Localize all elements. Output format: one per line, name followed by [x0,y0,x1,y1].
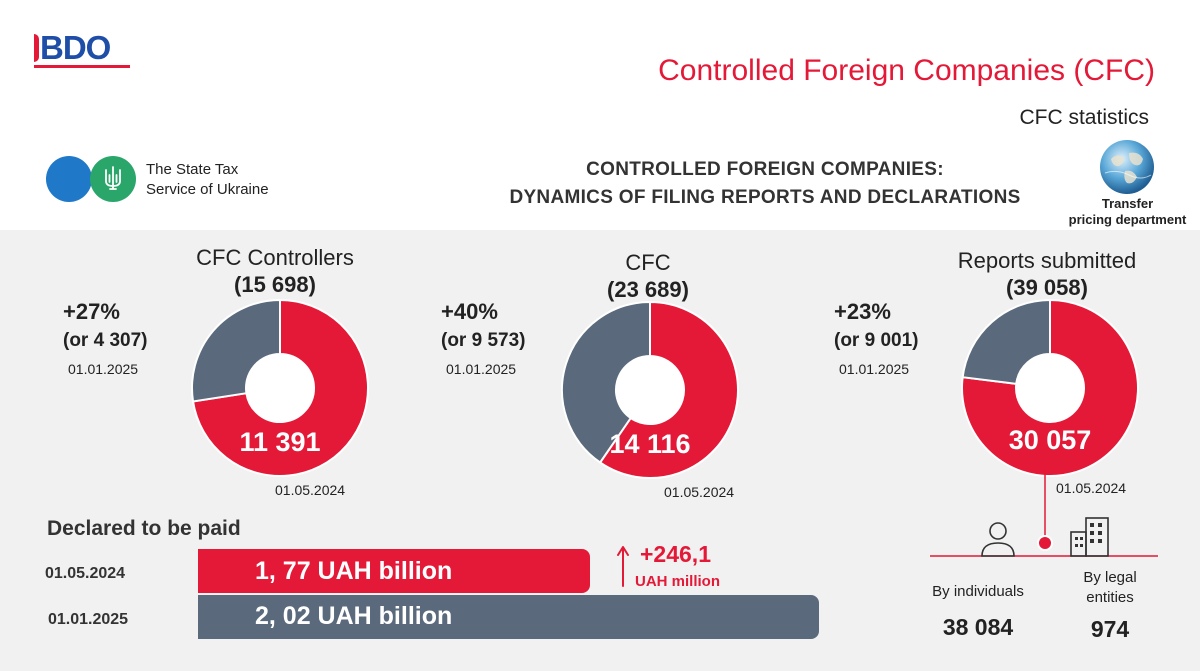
growth-absolute: (or 4 307) [63,330,148,351]
globe-icon [1100,140,1154,194]
chart-total: (39 058) [1006,275,1088,300]
declared-increase: +246,1 [640,541,711,567]
agency-name-line1: The State Tax [146,161,239,178]
declared-bar-2024 [198,549,590,593]
declared-row-date: 01.01.2025 [48,611,129,628]
by-individuals-label: By individuals [932,583,1024,600]
base-date: 01.05.2024 [1056,480,1127,496]
page-title: Controlled Foreign Companies (CFC) [658,54,1155,87]
donut-chart-reports [961,298,1139,477]
person-icon [981,522,1015,557]
growth-date: 01.01.2025 [68,361,139,377]
by-legal-value: 974 [1090,616,1130,642]
agency-blue-circle [46,156,92,202]
chart-total: (23 689) [607,277,689,302]
section-title-line2: DYNAMICS OF FILING REPORTS AND DECLARATI… [509,187,1021,208]
donut-segment-base [191,298,369,477]
breakdown-connector [930,470,1158,557]
base-value: 30 057 [1008,425,1092,455]
buildings-icon [1070,517,1109,557]
up-arrow-icon [617,546,629,587]
growth-percent: +27% [63,299,120,324]
donut-chart-controllers [191,298,369,477]
growth-absolute: (or 9 001) [834,330,919,351]
section-title-line1: CONTROLLED FOREIGN COMPANIES: [586,159,944,180]
declared-increase-unit: UAH million [635,573,720,590]
by-legal-label-line2: entities [1086,589,1134,606]
growth-date: 01.01.2025 [446,361,517,377]
logo-accent-bar [34,34,39,62]
agency-name-line2: Service of Ukraine [146,181,269,198]
growth-percent: +23% [834,299,891,324]
agency-logo: The State Tax Service of Ukraine [40,140,310,220]
declared-bar-2025 [198,595,819,639]
donut-hole [246,354,314,422]
department-name: Transfer pricing department [1060,196,1195,228]
chart-total: (15 698) [234,272,316,297]
bdo-logo: BDO [34,30,130,70]
donut-chart-cfc [561,300,739,479]
declared-bar-label: 1, 77 UAH billion [255,557,453,585]
chart-title: CFC Controllers [196,245,354,270]
logo-text: BDO [40,29,111,66]
base-value: 14 116 [609,429,691,459]
chart-title: CFC [625,250,671,275]
agency-name: The State Tax Service of Ukraine [146,160,269,200]
base-date: 01.05.2024 [664,484,735,500]
growth-percent: +40% [441,299,498,324]
base-value: 11 391 [239,427,321,457]
by-legal-label: By legal entities [1060,568,1160,608]
department-line1: Transfer [1101,196,1154,211]
logo-underline [34,65,130,68]
page-subtitle: CFC statistics [1019,106,1149,129]
declared-title: Declared to be paid [47,517,241,540]
department-line2: pricing department [1068,212,1187,227]
declared-row-date: 01.05.2024 [45,565,126,582]
donut-hole [616,356,684,424]
growth-date: 01.01.2025 [839,361,910,377]
growth-absolute: (or 9 573) [441,330,526,351]
chart-title: Reports submitted [957,248,1137,273]
declared-bar-label: 2, 02 UAH billion [255,602,453,630]
by-legal-label-line1: By legal [1083,569,1137,586]
trident-icon [105,166,121,190]
donut-hole [1016,354,1084,422]
base-date: 01.05.2024 [275,482,346,498]
section-title: CONTROLLED FOREIGN COMPANIES: DYNAMICS O… [480,156,1050,212]
by-individuals-value: 38 084 [942,614,1014,640]
